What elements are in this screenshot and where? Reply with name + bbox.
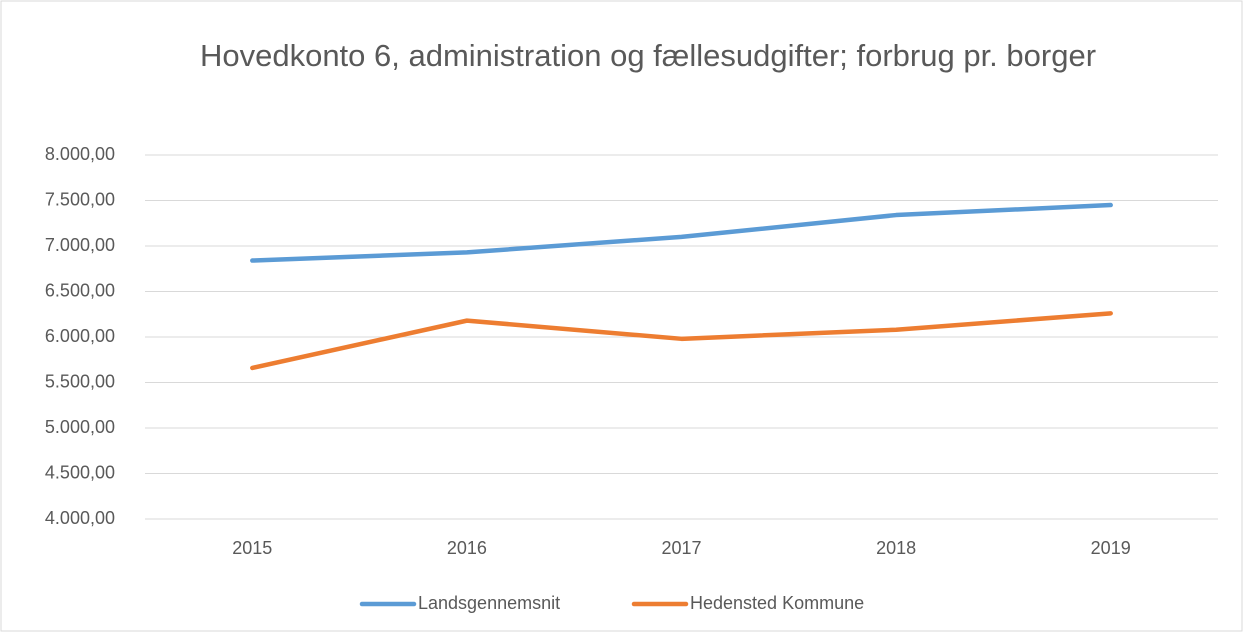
series-line — [250, 202, 1113, 263]
y-tick-label: 7.000,00 — [45, 235, 115, 255]
x-tick-label: 2016 — [447, 538, 487, 558]
x-tick-label: 2015 — [232, 538, 272, 558]
x-tick-label: 2017 — [661, 538, 701, 558]
x-tick-label: 2019 — [1091, 538, 1131, 558]
legend-label: Hedensted Kommune — [690, 593, 864, 613]
y-tick-label: 4.000,00 — [45, 508, 115, 528]
chart-title: Hovedkonto 6, administration og fællesud… — [199, 38, 1097, 73]
y-tick-label: 6.000,00 — [45, 326, 115, 346]
legend-label: Landsgennemsnit — [418, 593, 560, 613]
y-tick-label: 7.500,00 — [45, 189, 115, 209]
y-tick-label: 8.000,00 — [45, 144, 115, 164]
y-tick-label: 4.500,00 — [45, 462, 115, 482]
x-tick-label: 2018 — [876, 538, 916, 558]
y-tick-label: 6.500,00 — [45, 280, 115, 300]
y-tick-label: 5.000,00 — [45, 417, 115, 437]
y-tick-label: 5.500,00 — [45, 371, 115, 391]
series-line — [250, 311, 1113, 371]
